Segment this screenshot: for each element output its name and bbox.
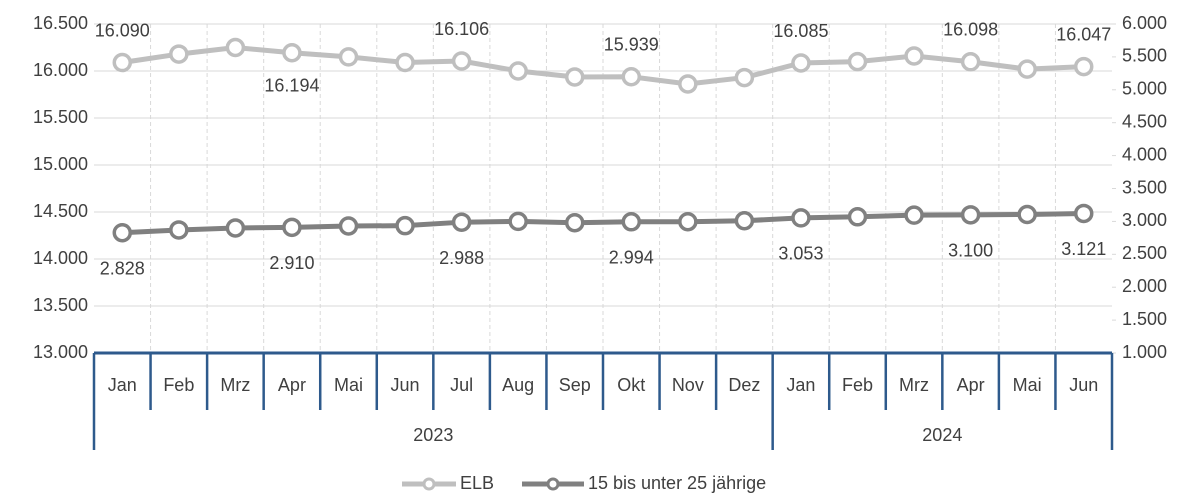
- data-label: 16.194: [264, 76, 319, 96]
- y-tick-label: 13.000: [33, 342, 88, 362]
- y2-tick-label: 2.000: [1122, 276, 1167, 296]
- y-tick-label: 13.500: [33, 295, 88, 315]
- x-tick-label: Feb: [163, 375, 194, 395]
- x-tick-label: Jan: [786, 375, 815, 395]
- data-label: 16.085: [773, 21, 828, 41]
- data-point: [225, 218, 246, 238]
- y-tick-label: 14.500: [33, 201, 88, 221]
- legend-marker: [546, 477, 560, 491]
- data-point: [282, 217, 302, 238]
- data-point: [395, 215, 415, 236]
- data-point: [678, 74, 698, 94]
- data-point: [112, 222, 133, 243]
- data-point: [338, 47, 359, 67]
- data-point: [1073, 203, 1094, 224]
- data-label: 3.053: [778, 244, 823, 264]
- data-label: 2.828: [100, 258, 145, 278]
- data-point: [451, 212, 472, 232]
- data-point: [395, 52, 415, 73]
- y2-tick-label: 3.000: [1122, 210, 1167, 230]
- data-point: [169, 220, 189, 240]
- x-tick-label: Aug: [502, 375, 534, 395]
- y-tick-label: 15.500: [33, 107, 88, 127]
- y2-tick-label: 1.000: [1122, 342, 1167, 362]
- group-label: 2024: [922, 425, 962, 445]
- group-label: 2023: [413, 425, 453, 445]
- data-point: [451, 51, 472, 71]
- x-tick-label: Jul: [450, 375, 473, 395]
- data-label: 3.100: [948, 241, 993, 261]
- y2-tick-label: 3.500: [1122, 177, 1167, 197]
- y2-tick-label: 4.000: [1122, 144, 1167, 164]
- data-label: 16.047: [1056, 24, 1111, 44]
- x-tick-label: Mai: [334, 375, 363, 395]
- data-point: [169, 44, 189, 64]
- y2-tick-label: 5.500: [1122, 46, 1167, 66]
- x-tick-label: Jun: [391, 375, 420, 395]
- data-label: 2.910: [269, 253, 314, 273]
- data-label: 2.994: [609, 248, 654, 268]
- data-point: [1073, 56, 1094, 77]
- legend-marker: [422, 477, 436, 491]
- data-point: [904, 46, 924, 66]
- y2-tick-label: 5.000: [1122, 79, 1167, 99]
- y-tick-label: 16.500: [33, 13, 88, 33]
- data-point: [621, 212, 642, 232]
- data-point: [678, 211, 698, 232]
- data-point: [338, 216, 359, 236]
- data-label: 16.106: [434, 19, 489, 39]
- data-point: [282, 43, 302, 63]
- x-tick-label: Nov: [672, 375, 704, 395]
- data-point: [960, 52, 981, 72]
- data-point: [1017, 59, 1037, 79]
- data-point: [734, 210, 755, 231]
- x-tick-label: Jan: [108, 375, 137, 395]
- data-point: [960, 205, 981, 225]
- x-tick-label: Sep: [559, 375, 591, 395]
- x-tick-label: Apr: [278, 375, 306, 395]
- data-point: [564, 67, 585, 87]
- data-label: 3.121: [1061, 239, 1106, 259]
- y2-tick-label: 2.500: [1122, 243, 1167, 263]
- x-tick-label: Mai: [1013, 375, 1042, 395]
- x-tick-label: Dez: [728, 375, 760, 395]
- data-label: 16.090: [95, 20, 150, 40]
- data-point: [847, 51, 868, 72]
- y-tick-label: 16.000: [33, 60, 88, 80]
- legend-label: ELB: [460, 473, 494, 493]
- data-point: [791, 53, 811, 73]
- data-point: [904, 205, 924, 225]
- legend-label: 15 bis unter 25 jährige: [588, 473, 766, 493]
- data-label: 16.098: [943, 20, 998, 40]
- y-tick-label: 14.000: [33, 248, 88, 268]
- y2-tick-label: 4.500: [1122, 111, 1167, 131]
- y-tick-label: 15.000: [33, 154, 88, 174]
- data-point: [621, 66, 642, 87]
- data-point: [734, 67, 755, 88]
- x-tick-label: Mrz: [899, 375, 929, 395]
- y2-tick-label: 6.000: [1122, 13, 1167, 33]
- data-point: [112, 52, 133, 73]
- data-label: 15.939: [604, 34, 659, 54]
- data-label: 2.988: [439, 248, 484, 268]
- data-point: [564, 212, 585, 233]
- x-tick-label: Apr: [957, 375, 985, 395]
- data-point: [1017, 204, 1037, 225]
- x-tick-label: Okt: [617, 375, 645, 395]
- data-point: [791, 208, 811, 228]
- data-point: [508, 61, 528, 81]
- data-point: [225, 37, 246, 58]
- x-tick-label: Feb: [842, 375, 873, 395]
- y2-tick-label: 1.500: [1122, 309, 1167, 329]
- x-tick-label: Jun: [1069, 375, 1098, 395]
- x-tick-label: Mrz: [220, 375, 250, 395]
- data-point: [508, 211, 528, 232]
- data-point: [847, 207, 868, 227]
